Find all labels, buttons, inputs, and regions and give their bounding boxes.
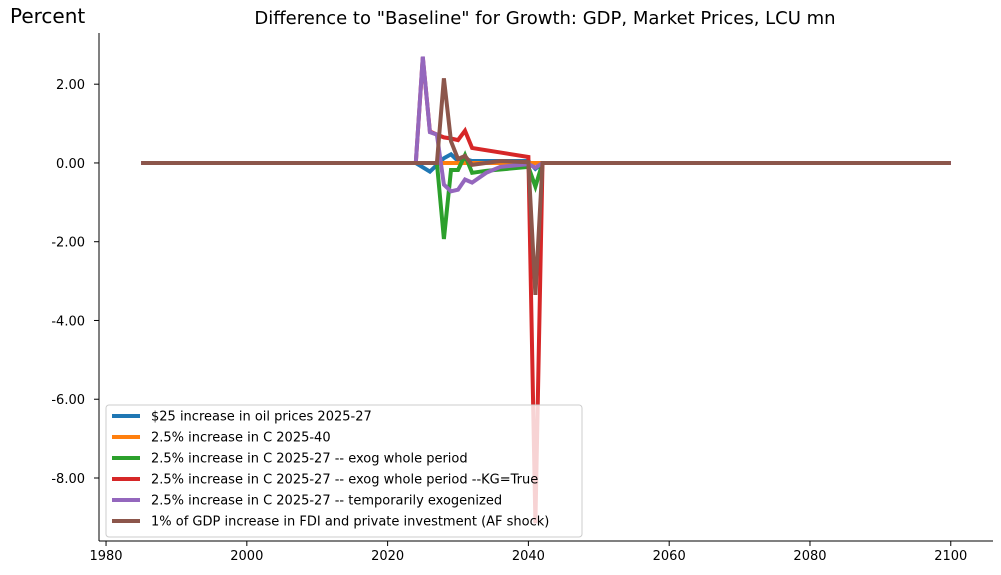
series-line-6	[141, 78, 951, 296]
legend-entry: 1% of GDP increase in FDI and private in…	[151, 515, 549, 530]
y-tick-label: -2.00	[51, 236, 85, 251]
x-tick-label: 2000	[230, 549, 263, 564]
legend-entry: $25 increase in oil prices 2025-27	[151, 410, 372, 425]
x-tick-label: 1980	[89, 549, 122, 564]
legend: $25 increase in oil prices 2025-27 2.5% i…	[105, 404, 583, 538]
x-tick-label: 2020	[371, 549, 404, 564]
legend-entry: 2.5% increase in C 2025-27 -- temporaril…	[151, 494, 502, 509]
x-tick-label: 2040	[512, 549, 545, 564]
series-line-3	[141, 150, 951, 240]
legend-entry: 2.5% increase in C 2025-27 -- exog whole…	[151, 452, 468, 467]
x-tick-label: 2060	[653, 549, 686, 564]
legend-entry: 2.5% increase in C 2025-40	[151, 431, 331, 446]
y-tick-label: 0.00	[56, 157, 85, 172]
y-tick-label: -8.00	[51, 472, 85, 487]
x-tick-label: 2100	[934, 549, 967, 564]
legend-entry: 2.5% increase in C 2025-27 -- exog whole…	[151, 473, 538, 488]
axes: 1980 2000 2020 2040 2060 2080 2100 2.00 0.00 -2.0…	[51, 33, 993, 564]
series-line-5	[141, 56, 951, 194]
y-tick-label: -6.00	[51, 393, 85, 408]
y-tick-label: 2.00	[56, 78, 85, 93]
chart-title: Difference to "Baseline" for Growth: GDP…	[254, 8, 836, 29]
y-tick-label: -4.00	[51, 314, 85, 329]
y-axis-label: Percent	[10, 4, 86, 28]
x-tick-label: 2080	[793, 549, 826, 564]
legend-box	[105, 404, 583, 538]
